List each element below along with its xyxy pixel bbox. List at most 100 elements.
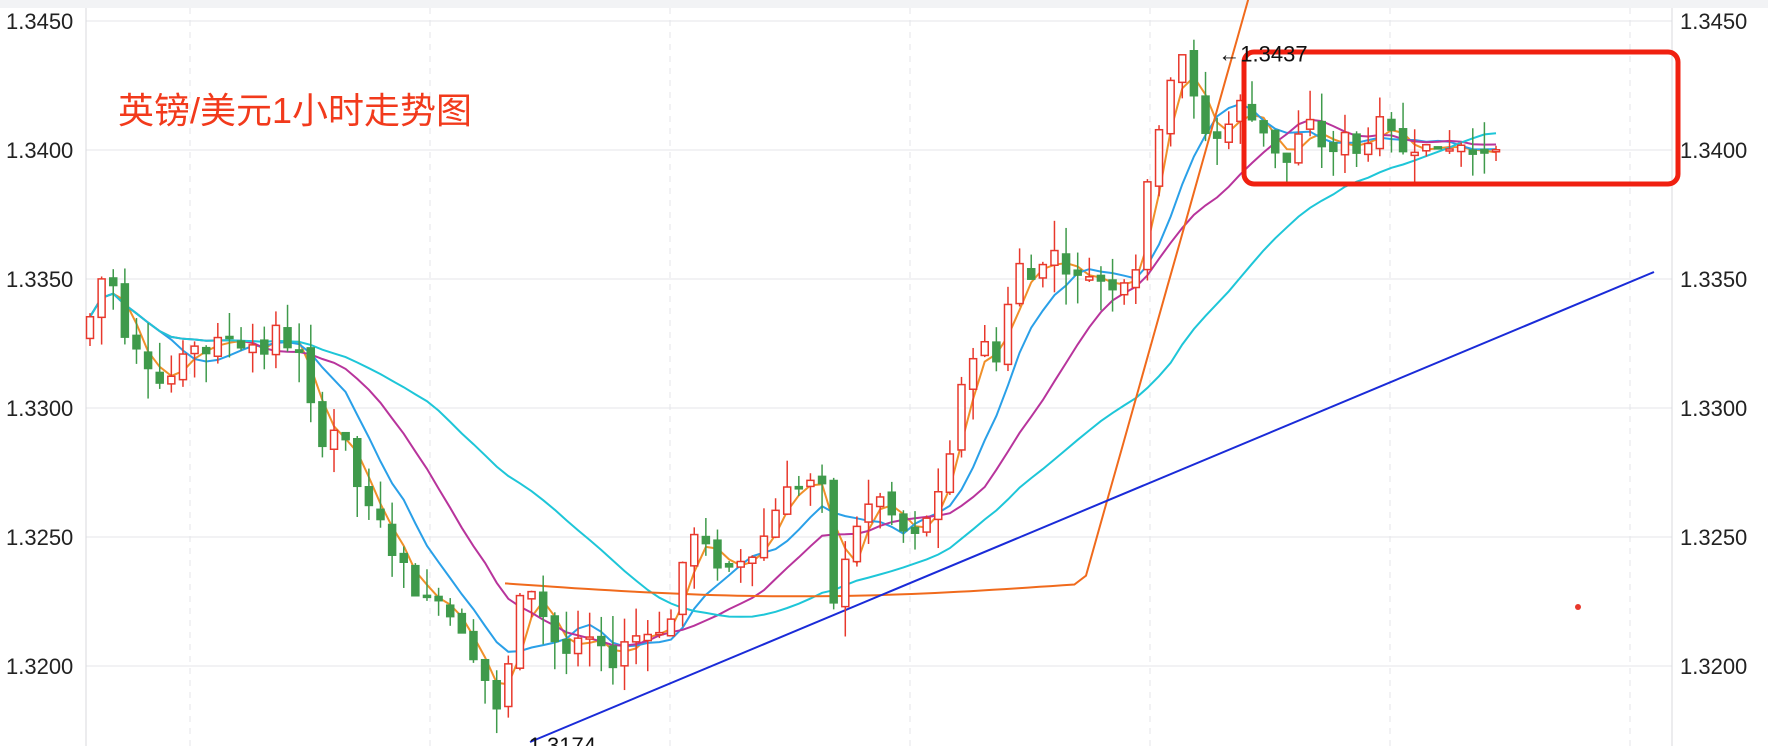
candle-body: [364, 486, 374, 507]
candle-body: [806, 479, 815, 488]
candle-body: [248, 344, 257, 354]
candle-body: [1329, 142, 1338, 153]
candle-body: [201, 346, 211, 355]
trendline: [529, 271, 1655, 743]
candle-body: [817, 475, 827, 485]
candle-body: [434, 595, 443, 602]
candle-body: [573, 637, 583, 655]
candle-body: [643, 633, 653, 642]
candle-body: [562, 638, 571, 654]
axis-layer: 1.3450 1.3450 1.3400 1.3400 1.3350 1.3350 1.33…: [6, 9, 1747, 679]
y-tick-label-left: 1.3300: [6, 396, 73, 421]
candle-body: [1410, 151, 1419, 157]
candle-body: [1073, 269, 1082, 276]
candle-body: [1166, 79, 1175, 135]
candle-body: [841, 558, 850, 608]
candle-body: [1363, 142, 1373, 156]
candle-body: [283, 327, 292, 349]
candle-body: [178, 353, 188, 381]
candle-body: [1119, 282, 1129, 296]
candle-body: [922, 517, 931, 533]
candle-body: [329, 429, 339, 451]
candle-body: [120, 283, 130, 338]
candle-body: [992, 341, 1001, 363]
candle-body: [1085, 276, 1094, 281]
candle-layer: [85, 39, 1501, 734]
candle-body: [864, 503, 873, 523]
trendline-layer: [529, 271, 1655, 743]
candle-body: [829, 479, 838, 604]
candle-body: [1387, 118, 1396, 131]
candle-body: [608, 645, 618, 669]
candle-body: [515, 594, 525, 669]
candle-body: [759, 535, 769, 559]
candle-body: [108, 277, 118, 287]
y-tick-label-right: 1.3450: [1680, 9, 1747, 34]
y-tick-label-right: 1.3350: [1680, 267, 1747, 292]
candle-body: [1189, 50, 1199, 97]
candle-body: [1038, 263, 1048, 279]
y-tick-label-left: 1.3350: [6, 267, 73, 292]
candle-body: [701, 535, 711, 545]
ma-medium-line: [89, 102, 1497, 653]
candle-body: [1294, 133, 1303, 164]
candle-body: [678, 561, 687, 616]
candle-body: [782, 486, 792, 515]
candle-body: [445, 604, 455, 618]
candle-body: [480, 658, 490, 681]
candle-body: [1131, 269, 1141, 289]
candle-body: [1398, 128, 1408, 153]
y-tick-label-left: 1.3200: [6, 654, 73, 679]
candle-body: [1433, 146, 1443, 150]
candle-body: [910, 526, 920, 534]
y-tick-label-left: 1.3400: [6, 138, 73, 163]
candle-body: [1003, 303, 1013, 366]
candle-body: [97, 278, 106, 319]
candle-body: [689, 533, 699, 567]
candle-body: [1491, 149, 1501, 153]
annotation-low-label: ←1.3174: [507, 733, 596, 746]
candle-body: [260, 339, 269, 355]
candle-body: [318, 401, 327, 448]
candle-body: [341, 431, 350, 441]
y-tick-label-right: 1.3250: [1680, 525, 1747, 550]
y-tick-label-right: 1.3400: [1680, 138, 1747, 163]
candle-body: [492, 679, 501, 710]
candle-body: [620, 641, 629, 667]
candle-body: [85, 316, 95, 340]
candle-body: [736, 560, 745, 568]
candle-body: [1212, 131, 1222, 139]
candle-body: [1259, 120, 1268, 134]
candle-body: [1247, 103, 1257, 121]
candle-body: [167, 375, 176, 385]
ma-long-line: [89, 132, 1497, 618]
candle-body: [1061, 253, 1071, 275]
candle-body: [875, 496, 885, 508]
candle-body: [143, 351, 153, 370]
candle-body: [538, 591, 548, 618]
candle-body: [794, 485, 804, 490]
candle-body: [945, 453, 955, 494]
marker-dot: [1575, 604, 1581, 610]
candle-body: [1456, 144, 1466, 153]
candle-body: [271, 324, 281, 356]
candle-body: [597, 635, 606, 647]
candle-body: [190, 345, 199, 355]
candle-body: [1352, 133, 1361, 154]
candle-body: [225, 335, 234, 340]
candle-body: [353, 437, 362, 488]
candle-body: [585, 636, 594, 640]
candle-body: [1108, 279, 1117, 291]
candle-body: [1282, 152, 1292, 163]
candle-body: [550, 615, 560, 643]
candle-body: [1340, 131, 1350, 156]
moving-average-layer: [89, 0, 1497, 686]
annotation-high-label: ←1.3437: [1218, 42, 1307, 67]
candle-body: [887, 491, 897, 516]
candle-body: [1201, 95, 1210, 134]
chart-title: 英镑/美元1小时走势图: [118, 90, 472, 131]
candle-body: [934, 491, 943, 521]
